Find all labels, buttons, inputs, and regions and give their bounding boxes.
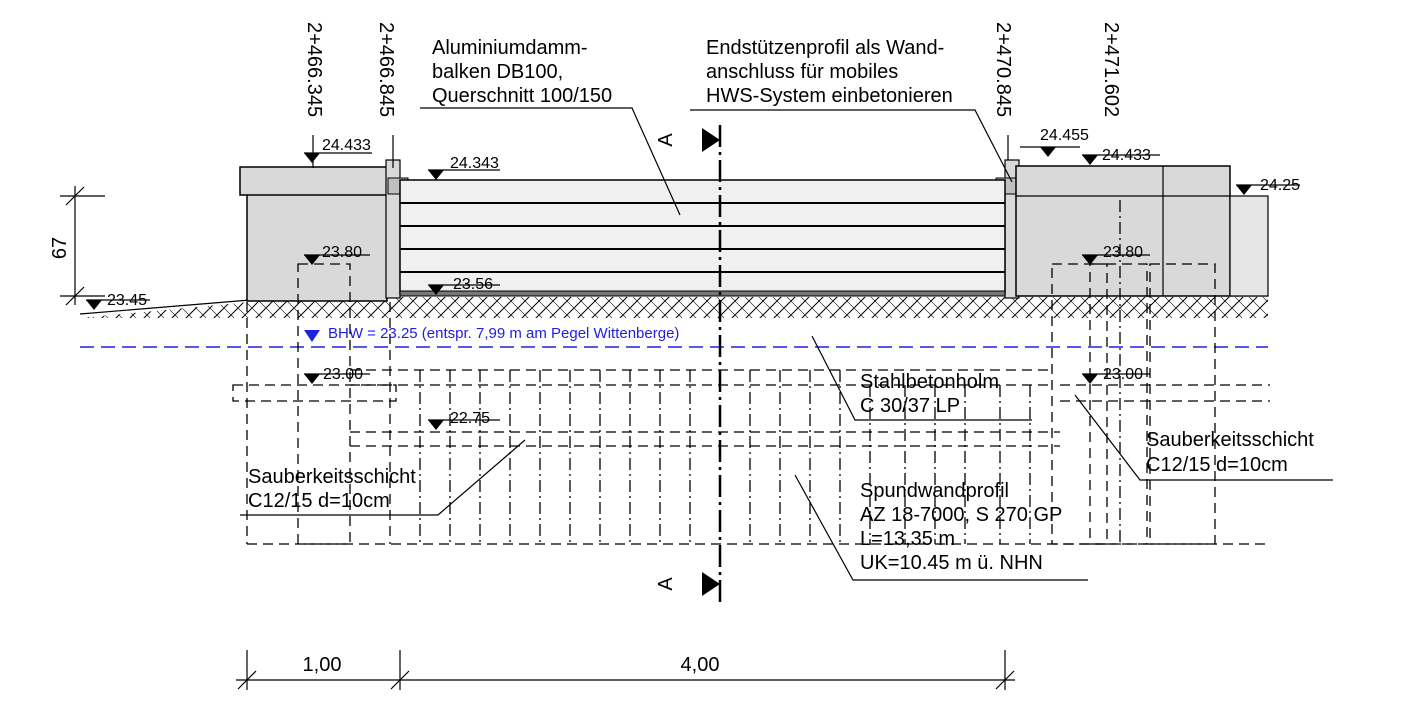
svg-text:HWS-System einbetonieren: HWS-System einbetonieren xyxy=(706,85,953,107)
svg-text:C12/15 d=10cm: C12/15 d=10cm xyxy=(1146,454,1288,476)
svg-text:C12/15 d=10cm: C12/15 d=10cm xyxy=(248,490,390,512)
dim-height-value: 67 xyxy=(49,237,71,259)
elev-top-left: 24.433 xyxy=(304,137,372,163)
elev-far-right: 24.25 xyxy=(1236,177,1300,195)
svg-text:UK=10.45 m ü. NHN: UK=10.45 m ü. NHN xyxy=(860,552,1043,574)
elev-beam-top: 24.343 xyxy=(428,155,500,180)
dim-width-main: 4,00 xyxy=(681,654,720,676)
foundation-dashed xyxy=(232,200,1270,545)
bhw-label: BHW = 23.25 (entspr. 7,99 m am Pegel Wit… xyxy=(328,325,679,342)
elev-ground-left: 23.45 xyxy=(86,292,150,310)
station-1: 2+466.345 xyxy=(303,22,325,117)
svg-text:23.45: 23.45 xyxy=(107,292,147,309)
annotation-sauber-right: Sauberkeitsschicht C12/15 d=10cm xyxy=(1074,394,1333,481)
station-4: 2+471.602 xyxy=(1100,22,1122,117)
section-label-bottom: A xyxy=(655,577,677,591)
elev-inner-right: 23.80 xyxy=(1082,244,1150,265)
elev-found-right: 23.00 xyxy=(1082,366,1150,384)
svg-text:Endstützenprofil als Wand-: Endstützenprofil als Wand- xyxy=(706,37,944,59)
elev-blinding: 22.75 xyxy=(428,410,500,430)
elev-found-left: 23.00 xyxy=(304,366,370,384)
elev-inner-left: 23.80 xyxy=(304,244,370,265)
station-3: 2+470.845 xyxy=(992,22,1014,117)
svg-text:24.343: 24.343 xyxy=(450,155,499,172)
station-2: 2+466.845 xyxy=(375,22,397,117)
annotation-holm: Stahlbetonholm C 30/37 LP xyxy=(811,335,1032,421)
annotation-beam: Aluminiumdamm- balken DB100, Querschnitt… xyxy=(420,37,681,216)
dim-height: 67 xyxy=(49,186,105,306)
svg-text:24.433: 24.433 xyxy=(322,137,371,154)
svg-text:24.433: 24.433 xyxy=(1102,147,1151,164)
right-concrete-wall xyxy=(995,159,1269,299)
svg-text:23.00: 23.00 xyxy=(1103,366,1143,383)
elevation-markers: 24.433 24.343 24.455 24.433 24.25 23.80 xyxy=(86,127,1300,430)
svg-text:Stahlbetonholm: Stahlbetonholm xyxy=(860,371,999,393)
svg-text:C 30/37 LP: C 30/37 LP xyxy=(860,395,960,417)
svg-text:L=13,35 m: L=13,35 m xyxy=(860,528,955,550)
annotation-post: Endstützenprofil als Wand- anschluss für… xyxy=(690,37,1013,183)
section-label-top: A xyxy=(655,133,677,147)
svg-text:Querschnitt 100/150: Querschnitt 100/150 xyxy=(432,85,612,107)
elev-top-right: 24.433 xyxy=(1082,147,1160,165)
svg-text:23.80: 23.80 xyxy=(1103,244,1143,261)
left-concrete-wall xyxy=(239,159,409,302)
svg-text:Aluminiumdamm-: Aluminiumdamm- xyxy=(432,37,588,59)
svg-text:anschluss für mobiles: anschluss für mobiles xyxy=(706,61,898,83)
section-line-a: A A xyxy=(655,125,722,605)
dim-width-left: 1,00 xyxy=(303,654,342,676)
annotation-spund: Spundwandprofil AZ 18-7000, S 270 GP L=1… xyxy=(794,474,1088,581)
annotation-sauber-left: Sauberkeitsschicht C12/15 d=10cm xyxy=(240,439,526,516)
svg-text:22.75: 22.75 xyxy=(450,410,490,427)
dim-width: 1,00 4,00 xyxy=(236,650,1015,690)
station-labels: 2+466.345 2+466.845 2+470.845 2+471.602 xyxy=(303,22,1122,168)
svg-text:24.455: 24.455 xyxy=(1040,127,1089,144)
svg-text:24.25: 24.25 xyxy=(1260,177,1300,194)
elev-post-top: 24.455 xyxy=(1020,127,1089,157)
svg-text:23.00: 23.00 xyxy=(323,366,363,383)
svg-text:Sauberkeitsschicht: Sauberkeitsschicht xyxy=(1146,429,1314,451)
svg-text:Spundwandprofil: Spundwandprofil xyxy=(860,480,1009,502)
svg-text:23.56: 23.56 xyxy=(453,276,493,293)
elev-bhw: BHW = 23.25 (entspr. 7,99 m am Pegel Wit… xyxy=(304,325,679,342)
svg-text:AZ 18-7000, S 270 GP: AZ 18-7000, S 270 GP xyxy=(860,504,1062,526)
svg-text:balken DB100,: balken DB100, xyxy=(432,61,563,83)
svg-text:23.80: 23.80 xyxy=(322,244,362,261)
svg-text:Sauberkeitsschicht: Sauberkeitsschicht xyxy=(248,466,416,488)
aluminium-beams xyxy=(399,179,1006,297)
elev-beam-bottom: 23.56 xyxy=(428,276,500,295)
